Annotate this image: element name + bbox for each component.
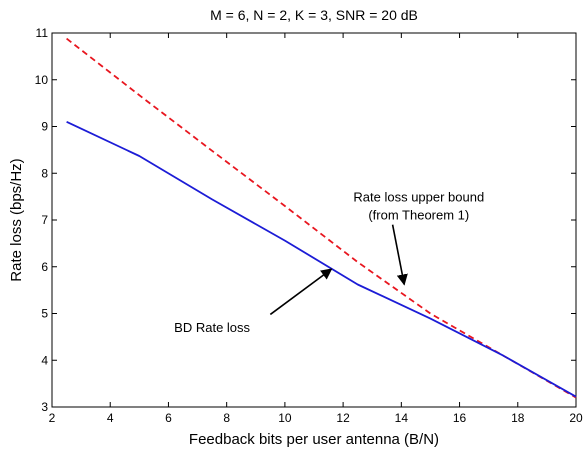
x-tick-label: 6 [165,411,172,425]
annotation-text: BD Rate loss [174,320,250,335]
annotation-arrow [391,224,408,286]
series-layer [66,37,577,399]
annotation-line: BD Rate loss [174,320,250,335]
annotation-line: Rate loss upper bound [353,189,484,204]
y-tick-label: 11 [36,26,49,40]
annotation-arrow [269,268,333,316]
x-tick-label: 12 [336,411,350,425]
upper-bound-series-line [66,37,577,399]
x-tick-label: 20 [569,411,583,425]
x-tick-label: 14 [395,411,409,425]
y-tick-label: 9 [41,120,48,134]
bd-rate-loss-series-line [66,120,577,398]
y-tick-label: 5 [41,307,48,321]
x-tick-label: 4 [107,411,114,425]
y-tick-label: 7 [41,213,48,227]
y-tick-label: 4 [41,353,48,367]
annotation-line: (from Theorem 1) [368,207,469,222]
x-tick-label: 18 [511,411,525,425]
x-tick-label: 8 [223,411,230,425]
x-tick-label: 2 [49,411,56,425]
annotation-text: Rate loss upper bound (from Theorem 1) [353,189,484,222]
chart-title: M = 6, N = 2, K = 3, SNR = 20 dB [210,7,418,23]
x-tick-label: 16 [453,411,467,425]
annotation-layer: Rate loss upper bound (from Theorem 1) BD … [174,189,484,335]
y-axis-label: Rate loss (bps/Hz) [8,158,25,281]
y-tick-label: 6 [41,260,48,274]
axis-ticks: 2 4 6 8 10 12 14 16 18 20 3 4 5 6 7 8 9 10 11 [35,26,583,425]
y-tick-label: 10 [35,73,49,87]
y-tick-label: 3 [41,400,48,414]
x-tick-label: 10 [278,411,292,425]
y-tick-label: 8 [41,166,48,180]
x-axis-label: Feedback bits per user antenna (B/N) [189,431,439,448]
